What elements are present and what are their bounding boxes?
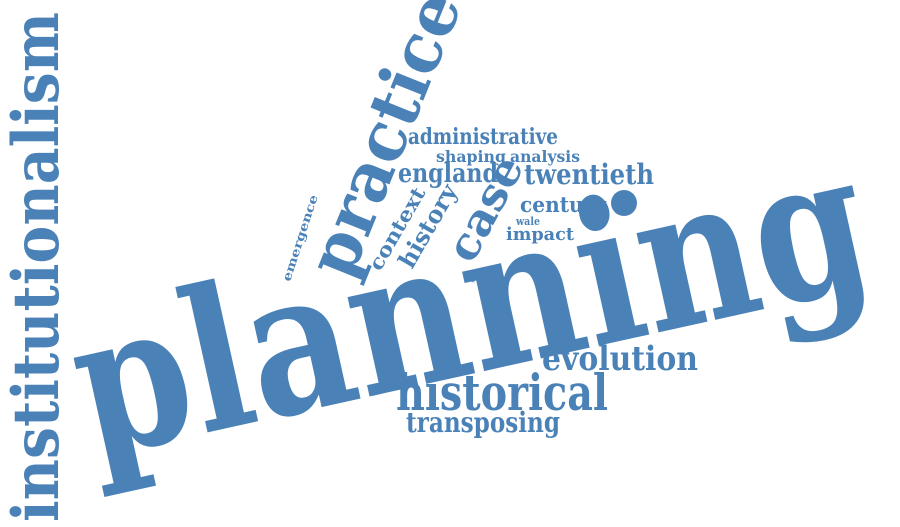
word-impact: impact bbox=[506, 224, 575, 245]
word-historical: historical bbox=[396, 363, 608, 422]
word-institutionalism: institutionalism bbox=[0, 12, 74, 522]
word-wale: wale bbox=[515, 215, 540, 228]
word-field: field bbox=[480, 278, 493, 287]
word-twentieth: twentieth bbox=[524, 158, 654, 191]
word-shaping: shaping bbox=[436, 147, 506, 166]
word-century: century bbox=[520, 192, 607, 217]
word-england: england bbox=[398, 159, 498, 189]
word-term: term bbox=[469, 270, 480, 284]
word-evolution: evolution bbox=[542, 339, 698, 379]
dot-mark bbox=[611, 190, 637, 216]
word-administrative: administrative bbox=[408, 124, 558, 150]
word-transposing: transposing bbox=[406, 406, 560, 439]
word-analysis: analysis bbox=[510, 147, 580, 166]
